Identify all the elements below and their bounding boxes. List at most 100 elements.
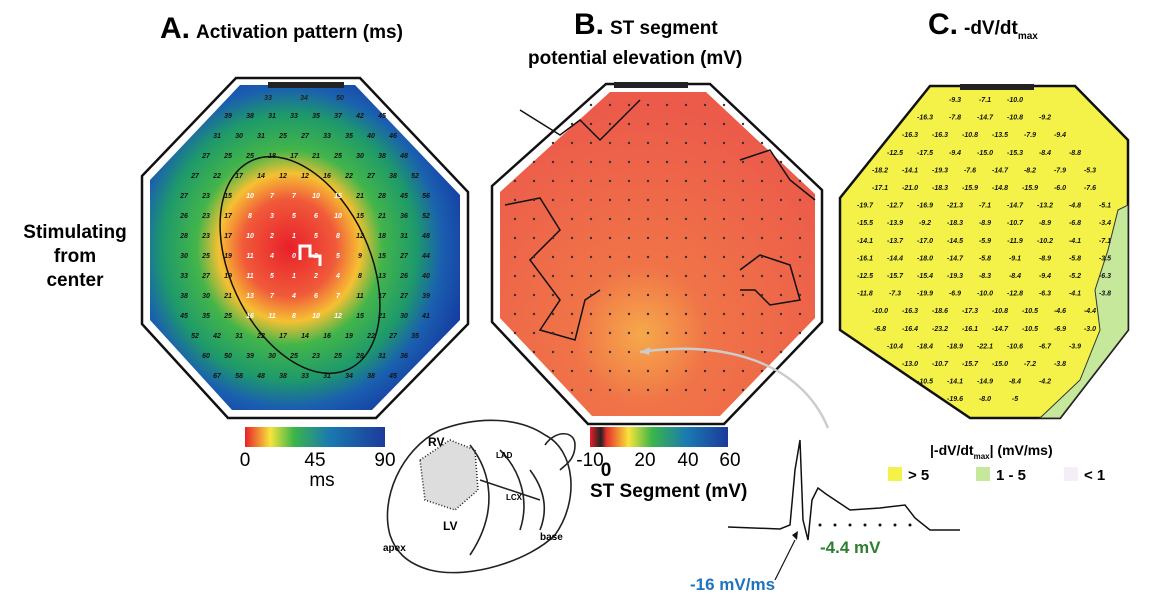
electrode-dot	[666, 161, 668, 163]
electrode-dot	[704, 370, 706, 372]
colorbar	[245, 427, 385, 447]
electrode-dot	[685, 275, 687, 277]
dvdt-value: -6.8	[1069, 220, 1081, 227]
electrode-dot	[723, 199, 725, 201]
electrode-dot	[628, 313, 630, 315]
colorbar-tick: 20	[634, 450, 655, 471]
activation-time: 6	[314, 213, 318, 220]
colorbar-tick: 45	[304, 450, 325, 471]
electrode-dot	[571, 294, 573, 296]
electrode-dot	[799, 199, 801, 201]
activation-time: 26	[179, 213, 188, 220]
electrode-dot	[590, 161, 592, 163]
electrode-dot	[628, 237, 630, 239]
activation-time: 10	[246, 193, 254, 200]
heart-label: base	[540, 532, 563, 543]
activation-time: 16	[246, 313, 254, 320]
dvdt-value: -7.6	[1084, 185, 1096, 192]
electrode-dot	[666, 199, 668, 201]
activation-time: 2	[269, 233, 274, 240]
dvdt-value: -11.9	[1007, 238, 1023, 245]
activation-time: 11	[246, 253, 253, 260]
electrode-number: 50	[336, 95, 344, 102]
activation-time: 38	[378, 153, 386, 160]
dvdt-value: -6.9	[949, 291, 961, 298]
slope-annotation: -16 mV/ms	[690, 575, 775, 594]
electrode-number: 34	[300, 95, 308, 102]
activation-time: 22	[212, 173, 221, 180]
electrode-dot	[685, 332, 687, 334]
electrode-dot	[590, 256, 592, 258]
electrode-dot	[590, 275, 592, 277]
activation-time: 67	[213, 373, 222, 380]
legend-label: > 5	[908, 467, 929, 484]
electrode-dot	[666, 180, 668, 182]
electrode-dot	[780, 199, 782, 201]
electrode-dot	[590, 123, 592, 125]
electrode-dot	[742, 351, 744, 353]
activation-time: 50	[224, 353, 232, 360]
dvdt-value: -10.7	[1007, 220, 1024, 227]
electrode-dot	[628, 275, 630, 277]
electrode-dot	[514, 294, 516, 296]
activation-time: 56	[422, 193, 430, 200]
electrode-dot	[590, 180, 592, 182]
dvdt-value: -15.7	[887, 273, 904, 280]
dvdt-value: -13.5	[992, 132, 1008, 139]
electrode-dot	[704, 332, 706, 334]
electrode-dot	[628, 104, 630, 106]
electrode-dot	[571, 389, 573, 391]
electrode-dot	[628, 351, 630, 353]
colorbar-tick: 90	[374, 450, 395, 471]
activation-time: 8	[336, 233, 340, 240]
dvdt-value: -22.1	[977, 343, 993, 350]
activation-time: 27	[179, 193, 189, 200]
panel-letter: C.-dV/dtmax	[928, 8, 1038, 42]
electrode-dot	[799, 218, 801, 220]
electrode-dot	[685, 237, 687, 239]
dvdt-value: -7.6	[964, 167, 976, 174]
dvdt-value: -4.1	[1069, 291, 1081, 298]
electrode-dot	[647, 123, 649, 125]
colorbar	[590, 427, 728, 447]
electrode-dot	[533, 351, 535, 353]
activation-time: 42	[355, 113, 364, 120]
electrode-dot	[666, 370, 668, 372]
dvdt-value: -10.8	[1007, 115, 1023, 122]
activation-time: 36	[400, 353, 408, 360]
electrode-dot	[571, 313, 573, 315]
activation-time: 17	[224, 213, 233, 220]
dvdt-value: -8.8	[1069, 150, 1081, 157]
electrode-dot	[647, 256, 649, 258]
electrode-dot	[685, 218, 687, 220]
activation-time: 45	[399, 193, 408, 200]
electrode-dot	[742, 294, 744, 296]
electrode-dot	[628, 161, 630, 163]
electrode-dot	[742, 256, 744, 258]
activation-time: 39	[246, 353, 254, 360]
activation-time: 48	[421, 233, 430, 240]
dvdt-value: -18.9	[947, 343, 963, 350]
dvdt-value: -11.8	[857, 291, 873, 298]
activation-time: 25	[223, 153, 232, 160]
activation-time: 31	[323, 373, 331, 380]
dvdt-value: -18.4	[917, 343, 933, 350]
electrode-dot	[590, 199, 592, 201]
activation-time: 4	[335, 273, 340, 280]
electrode-dot	[609, 218, 611, 220]
electrode-dot	[514, 199, 516, 201]
activation-time: 11	[246, 273, 253, 280]
dvdt-value: -9.2	[919, 220, 931, 227]
electrode-dot	[552, 237, 554, 239]
electrode-dot	[780, 332, 782, 334]
activation-time: 27	[201, 273, 211, 280]
electrode-dot	[552, 180, 554, 182]
dvdt-value: -10.2	[1037, 238, 1053, 245]
dvdt-value: -6.3	[1099, 273, 1111, 280]
dvdt-value: -16.1	[962, 326, 978, 333]
heart-label: LCX	[506, 493, 523, 502]
dvdt-value: -14.5	[947, 238, 963, 245]
electrode-dot	[780, 294, 782, 296]
activation-time: 25	[201, 253, 210, 260]
ap-trace	[728, 440, 960, 540]
